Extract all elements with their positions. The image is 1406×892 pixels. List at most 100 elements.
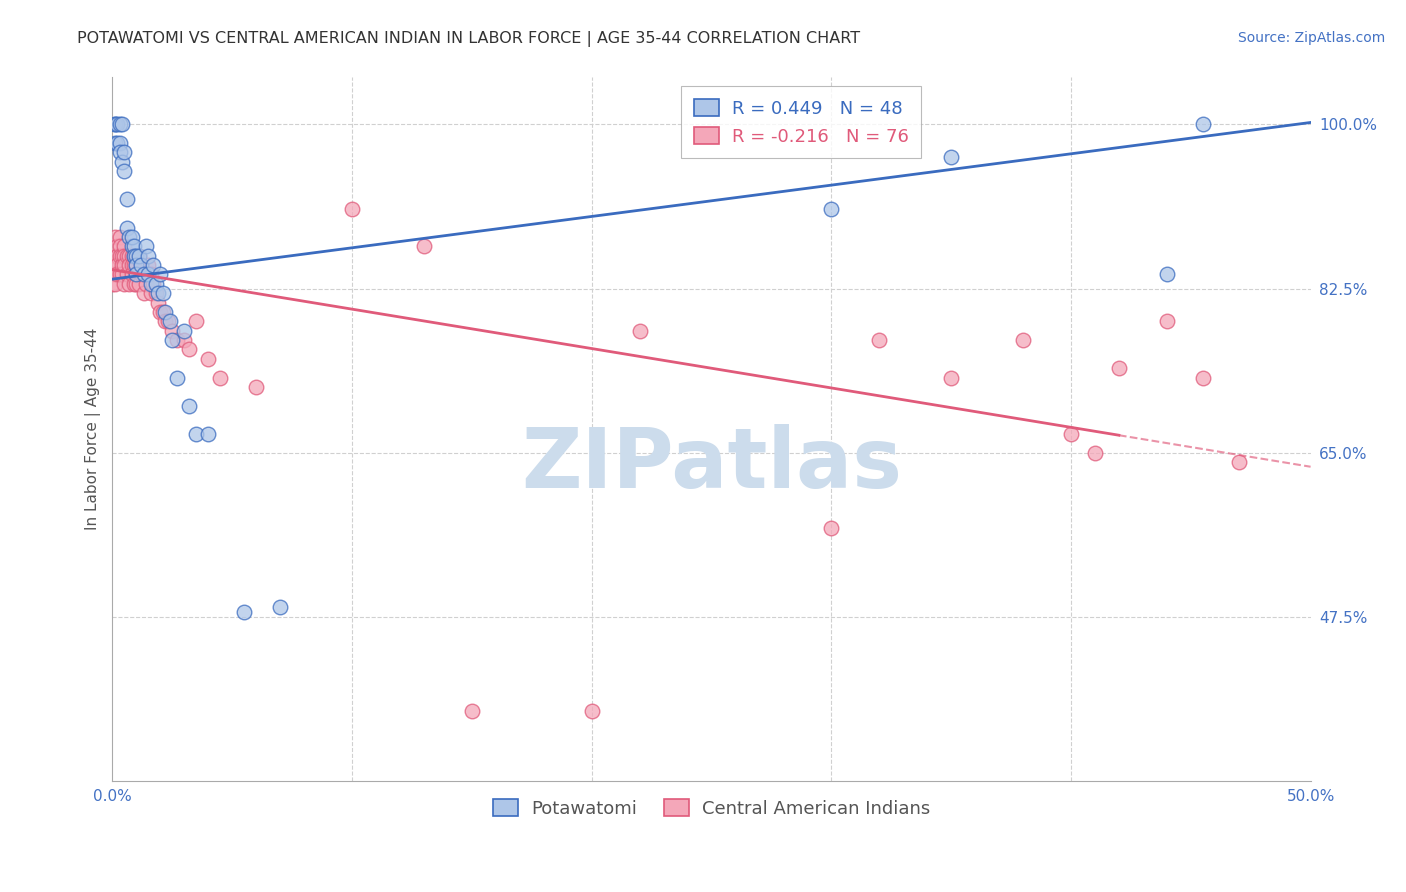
Point [156,314,179,328]
Point [1156,314,1178,328]
Point [269,600,291,615]
Point [177,343,200,357]
Point [112,249,135,263]
Text: ZIPatlas: ZIPatlas [522,424,903,505]
Point [105,258,128,272]
Legend: Potawatomi, Central American Indians: Potawatomi, Central American Indians [485,791,938,825]
Point [939,150,962,164]
Point [105,268,128,282]
Point [139,268,162,282]
Point [128,249,150,263]
Point [118,258,141,272]
Point [132,268,155,282]
Point [115,249,138,263]
Point [1191,370,1213,384]
Text: Source: ZipAtlas.com: Source: ZipAtlas.com [1237,31,1385,45]
Point [939,370,962,384]
Point [186,314,208,328]
Point [209,370,232,384]
Point [104,230,127,244]
Point [118,249,141,263]
Point [138,258,160,272]
Point [105,239,128,253]
Point [142,277,165,291]
Point [129,258,152,272]
Point [125,277,148,291]
Point [1191,117,1213,131]
Point [152,305,174,319]
Point [104,117,127,131]
Y-axis label: In Labor Force | Age 35-44: In Labor Force | Age 35-44 [86,328,101,531]
Point [581,704,603,718]
Point [233,605,256,619]
Point [461,704,484,718]
Point [159,314,181,328]
Point [132,268,155,282]
Point [1108,361,1130,376]
Point [111,249,134,263]
Point [820,202,842,216]
Point [118,277,141,291]
Point [146,295,169,310]
Point [145,286,167,301]
Point [104,258,127,272]
Point [101,277,124,291]
Point [115,268,138,282]
Point [138,268,160,282]
Point [628,324,651,338]
Point [129,268,152,282]
Point [149,268,172,282]
Point [820,521,842,535]
Point [128,249,150,263]
Point [108,268,131,282]
Point [166,370,188,384]
Point [125,258,148,272]
Point [108,249,131,263]
Point [1227,455,1250,469]
Point [135,239,157,253]
Point [173,324,195,338]
Point [105,117,128,131]
Point [104,277,127,291]
Point [128,277,150,291]
Point [104,136,127,150]
Point [1156,268,1178,282]
Point [122,239,145,253]
Point [118,230,141,244]
Point [122,249,145,263]
Point [111,258,134,272]
Point [152,286,174,301]
Point [112,164,135,178]
Point [413,239,436,253]
Point [1012,333,1035,347]
Point [112,277,135,291]
Point [121,230,143,244]
Point [108,136,131,150]
Point [149,305,172,319]
Point [132,286,155,301]
Point [340,202,363,216]
Point [129,258,152,272]
Point [197,426,219,441]
Point [108,145,131,160]
Point [104,117,127,131]
Point [112,258,135,272]
Point [125,258,148,272]
Point [153,305,176,319]
Point [868,333,890,347]
Point [105,136,128,150]
Point [112,145,135,160]
Point [162,333,184,347]
Point [125,249,148,263]
Point [121,239,143,253]
Point [1060,426,1083,441]
Point [162,324,184,338]
Point [108,117,131,131]
Point [142,258,165,272]
Point [245,380,267,394]
Point [122,277,145,291]
Point [145,277,167,291]
Point [108,239,131,253]
Point [135,277,157,291]
Text: POTAWATOMI VS CENTRAL AMERICAN INDIAN IN LABOR FORCE | AGE 35-44 CORRELATION CHA: POTAWATOMI VS CENTRAL AMERICAN INDIAN IN… [77,31,860,47]
